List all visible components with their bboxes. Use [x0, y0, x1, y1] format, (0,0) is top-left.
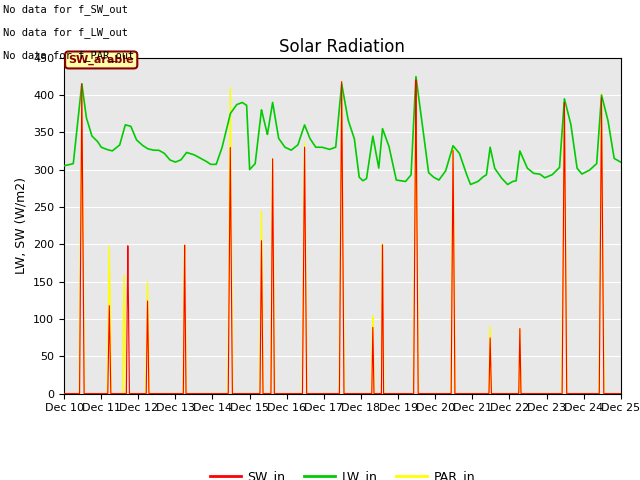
Text: SW_arable: SW_arable — [68, 55, 134, 65]
Text: No data for f_SW_out: No data for f_SW_out — [3, 4, 128, 15]
Text: No data for f_LW_out: No data for f_LW_out — [3, 27, 128, 38]
Y-axis label: LW, SW (W/m2): LW, SW (W/m2) — [15, 177, 28, 274]
Legend: SW_in, LW_in, PAR_in: SW_in, LW_in, PAR_in — [205, 465, 480, 480]
Text: No data for f_PAR_out: No data for f_PAR_out — [3, 50, 134, 61]
Title: Solar Radiation: Solar Radiation — [280, 38, 405, 56]
